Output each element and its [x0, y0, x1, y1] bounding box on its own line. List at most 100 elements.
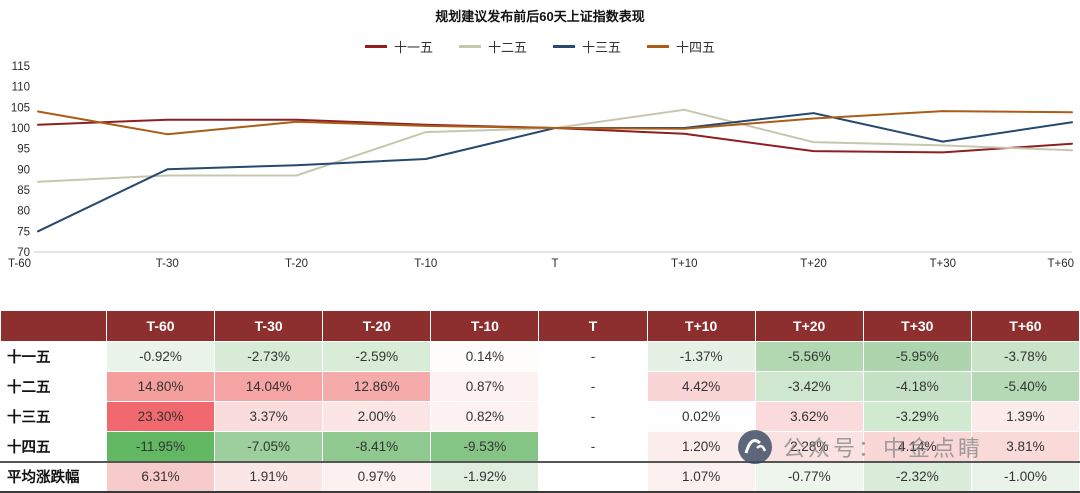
- table-cell: 23.30%: [105, 401, 216, 432]
- table-cell: -: [538, 341, 648, 372]
- x-axis-label: T+10: [671, 258, 698, 270]
- table-header-cell: T+20: [754, 310, 864, 342]
- table-header: T-60 T-30 T-20 T-10 T T+10 T+20 T+30 T+60: [0, 310, 1080, 342]
- table-cell: -9.53%: [430, 431, 540, 462]
- y-axis-label: 110: [12, 82, 30, 94]
- table-cell: -3.78%: [970, 341, 1080, 372]
- legend-item: 十三五: [553, 37, 621, 56]
- table-cell: 14.80%: [105, 371, 216, 402]
- legend-label: 十二五: [487, 40, 527, 55]
- table-cell: 14.04%: [214, 371, 324, 402]
- y-axis-label: 105: [11, 102, 30, 114]
- table-body: 十一五 -0.92% -2.73% -2.59% 0.14% - -1.37% -5.56% -…: [0, 341, 1080, 493]
- table-header-cell: T-60: [105, 310, 216, 342]
- table-cell: -2.59%: [322, 341, 432, 372]
- legend-swatch: [647, 45, 670, 48]
- legend-label: 十一五: [393, 40, 433, 55]
- table-cell: -: [538, 371, 648, 402]
- row-label: 平均涨跌幅: [0, 460, 107, 493]
- table-cell: 4.14%: [862, 431, 972, 462]
- table-cell: -4.18%: [862, 371, 972, 402]
- table-cell: 3.81%: [970, 431, 1080, 462]
- table-cell: 1.07%: [646, 460, 756, 493]
- table-cell: 6.31%: [105, 460, 216, 493]
- legend-item: 十四五: [647, 37, 715, 56]
- table-cell: -7.05%: [214, 431, 324, 462]
- table-cell: 3.37%: [214, 401, 324, 432]
- y-axis-label: 100: [11, 123, 30, 135]
- table-row: 十二五 14.80% 14.04% 12.86% 0.87% -4.42% -3.42% -4…: [0, 371, 1080, 402]
- legend-label: 十四五: [676, 40, 716, 55]
- table-cell: 0.87%: [430, 371, 540, 402]
- table-cell: -3.29%: [862, 401, 972, 432]
- table-cell: 0.97%: [322, 460, 432, 493]
- legend-item: 十一五: [364, 37, 433, 56]
- table-header-cell: [0, 310, 107, 342]
- x-axis-label: T-10: [414, 258, 437, 270]
- x-axis-label: T+30: [929, 258, 956, 270]
- x-axis-label: T+60: [1047, 258, 1074, 270]
- y-axis-label: 95: [17, 144, 30, 156]
- table-cell: 2.28%: [754, 431, 864, 462]
- table-header-cell: T: [538, 310, 648, 342]
- data-table: T-60 T-30 T-20 T-10 T T+10 T+20 T+30 T+60 十一五 -0.…: [0, 310, 1080, 493]
- table-row: 平均涨跌幅 6.31% 1.91% 0.97% -1.92% 1.07% -0.77% -2.…: [0, 460, 1080, 493]
- table-cell: 0.02%: [646, 401, 756, 432]
- y-axis-label: 90: [17, 164, 30, 176]
- legend-label: 十三五: [582, 40, 622, 55]
- series-line-十四五: [37, 110, 1073, 136]
- chart-legend: 十一五 十二五 十三五 十四五: [0, 37, 1080, 56]
- y-axis-label: 85: [17, 185, 30, 197]
- table-cell: 0.14%: [430, 341, 540, 372]
- y-axis-label: 75: [17, 226, 30, 238]
- legend-item: 十二五: [458, 37, 527, 56]
- table-cell: -11.95%: [105, 431, 216, 462]
- x-axis-label: T-30: [156, 258, 179, 270]
- legend-swatch: [458, 45, 481, 48]
- table-cell: -5.95%: [862, 341, 972, 372]
- table-cell: -0.92%: [105, 341, 216, 372]
- table-cell: 1.91%: [214, 460, 324, 493]
- legend-swatch: [364, 45, 387, 48]
- table-cell: 3.62%: [754, 401, 864, 432]
- table-cell: 1.39%: [970, 401, 1080, 432]
- row-label: 十四五: [0, 431, 107, 462]
- table-header-cell: T-20: [322, 310, 432, 342]
- table-row: 十三五 23.30% 3.37% 2.00% 0.82% -0.02% 3.62% -3.29…: [0, 401, 1080, 432]
- table-header-cell: T-30: [214, 310, 324, 342]
- line-chart: 70 75 80 85 90 95 100 105 110 115 T-60 T-30 T-20 T-10…: [8, 61, 1074, 270]
- table-row: 十一五 -0.92% -2.73% -2.59% 0.14% - -1.37% -5.56% -…: [0, 341, 1080, 372]
- table-cell: -2.32%: [862, 460, 972, 493]
- table-header-cell: T-10: [430, 310, 540, 342]
- row-label: 十一五: [0, 341, 107, 372]
- table-cell: [538, 460, 648, 493]
- table-cell: 1.20%: [646, 431, 756, 462]
- table-header-cell: T+10: [646, 310, 756, 342]
- table-cell: 12.86%: [322, 371, 432, 402]
- table-cell: 0.82%: [430, 401, 540, 432]
- x-axis-label: T-20: [285, 258, 308, 270]
- table-cell: -1.37%: [646, 341, 756, 372]
- row-label: 十二五: [0, 371, 107, 402]
- table-cell: -: [538, 431, 648, 462]
- x-axis-label: T: [551, 258, 558, 270]
- table-cell: -5.56%: [754, 341, 864, 372]
- row-label: 十三五: [0, 401, 107, 432]
- table-header-cell: T+60: [970, 310, 1080, 342]
- legend-swatch: [553, 45, 575, 48]
- y-axis-label: 115: [12, 61, 30, 73]
- table-row: 十四五 -11.95% -7.05% -8.41% -9.53% -1.20% 2.28% 4…: [0, 431, 1080, 462]
- chart-title: 规划建议发布前后60天上证指数表现: [435, 9, 645, 24]
- table-cell: -1.00%: [970, 460, 1080, 493]
- table-header-row: T-60 T-30 T-20 T-10 T T+10 T+20 T+30 T+60: [0, 310, 1080, 342]
- x-axis-label: T-60: [8, 258, 31, 270]
- table-cell: 4.42%: [646, 371, 756, 402]
- table-cell: -8.41%: [322, 431, 432, 462]
- table-cell: -2.73%: [214, 341, 324, 372]
- table-cell: -5.40%: [970, 371, 1080, 402]
- table-cell: -: [538, 401, 648, 432]
- table-cell: -1.92%: [430, 460, 540, 493]
- table-header-cell: T+30: [862, 310, 972, 342]
- y-axis-label: 80: [17, 206, 30, 218]
